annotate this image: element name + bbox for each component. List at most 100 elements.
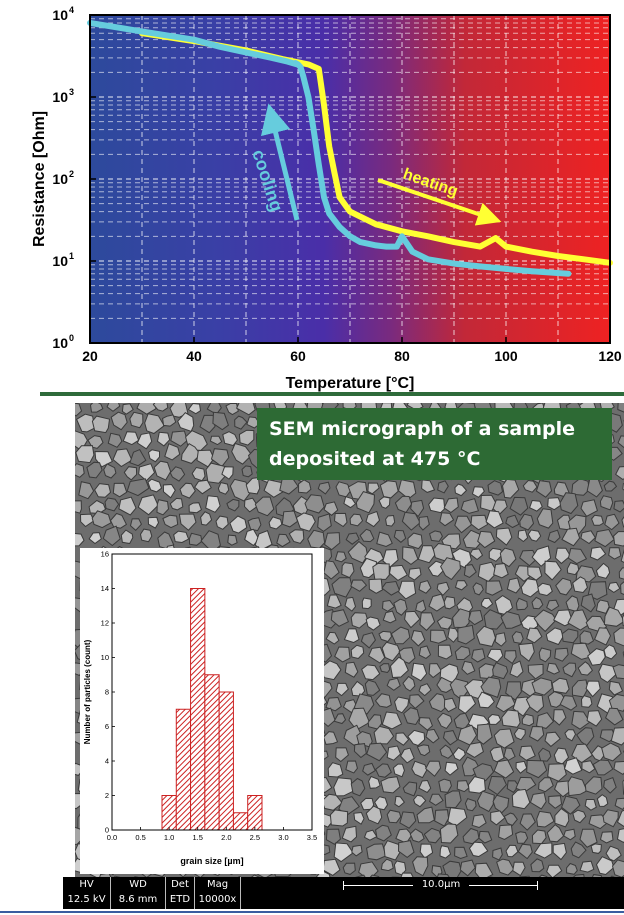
sem-grain bbox=[492, 794, 510, 814]
sem-grain bbox=[618, 567, 624, 580]
sem-grain bbox=[496, 858, 515, 876]
x-tick-label: 100 bbox=[494, 348, 518, 364]
sem-grain bbox=[444, 790, 462, 809]
sem-grain bbox=[522, 479, 538, 493]
sem-grain bbox=[533, 609, 557, 633]
sem-grain bbox=[515, 831, 529, 844]
sem-grain bbox=[374, 796, 389, 811]
sem-grain bbox=[408, 567, 422, 581]
scale-bar-left-tick bbox=[343, 881, 344, 890]
sem-grain bbox=[380, 858, 394, 872]
y-axis-label: Resistance [Ohm] bbox=[31, 111, 48, 247]
sem-grain bbox=[591, 514, 604, 526]
sem-grain bbox=[350, 680, 366, 697]
sem-grain bbox=[162, 514, 179, 529]
y-tick-exponent: 4 bbox=[69, 5, 74, 15]
sem-grain bbox=[409, 694, 425, 710]
sem-grain bbox=[587, 581, 608, 600]
sem-grain bbox=[492, 499, 508, 516]
sem-grain bbox=[472, 582, 484, 596]
sem-grain bbox=[234, 415, 248, 430]
histogram-svg: 0.0 0.5 1.0 1.5 2.0 2.5 3.0 3.5 0 2 4 6 8 10 12 14 16 gr… bbox=[83, 550, 317, 867]
sem-grain bbox=[454, 515, 473, 534]
sem-grain bbox=[372, 562, 390, 580]
sem-grain bbox=[564, 729, 577, 742]
y-tick-label: 10 bbox=[52, 7, 68, 23]
sem-grain bbox=[423, 827, 442, 844]
sem-grain bbox=[407, 729, 426, 747]
sem-grain bbox=[494, 632, 507, 647]
sem-grain bbox=[333, 777, 354, 797]
sem-grain bbox=[620, 581, 624, 596]
sem-grain bbox=[375, 824, 392, 842]
sem-grain bbox=[368, 646, 386, 664]
sem-grain bbox=[394, 696, 410, 714]
sem-grain bbox=[395, 732, 410, 746]
sem-grain bbox=[188, 502, 203, 514]
sem-grain bbox=[342, 862, 356, 875]
sem-grain bbox=[586, 710, 603, 727]
sem-grain bbox=[567, 609, 590, 631]
sem-grain bbox=[617, 435, 624, 449]
sem-grain bbox=[358, 861, 379, 877]
histogram-x-tick-label: 1.0 bbox=[164, 833, 174, 842]
sem-grain bbox=[341, 825, 358, 843]
sem-grain bbox=[373, 725, 395, 745]
sem-grain bbox=[418, 580, 432, 594]
sem-grain bbox=[579, 828, 598, 848]
det-value: ETD bbox=[169, 894, 191, 905]
sem-grain bbox=[538, 647, 552, 663]
sem-grain bbox=[547, 529, 561, 544]
hv-value: 12.5 kV bbox=[67, 894, 106, 905]
sem-grain bbox=[554, 807, 570, 828]
sem-grain bbox=[402, 546, 419, 566]
sem-grain bbox=[521, 713, 535, 727]
sem-grain bbox=[404, 610, 421, 629]
sem-grain bbox=[443, 497, 459, 514]
sem-grain bbox=[401, 511, 421, 531]
sem-grain bbox=[399, 811, 417, 829]
sem-grain bbox=[571, 679, 589, 698]
sem-grain bbox=[515, 760, 528, 774]
sem-grain bbox=[500, 611, 522, 629]
sem-grain bbox=[439, 845, 452, 859]
sem-grain bbox=[447, 807, 468, 827]
sem-grain bbox=[237, 875, 242, 877]
sem-grain bbox=[153, 460, 172, 481]
sem-grain bbox=[75, 500, 82, 514]
sem-grain bbox=[587, 648, 606, 666]
sem-grain bbox=[75, 403, 83, 417]
mag-value: 10000x bbox=[198, 894, 237, 905]
sem-grain bbox=[245, 477, 261, 495]
sem-grain bbox=[188, 532, 203, 546]
sem-grain bbox=[429, 530, 443, 542]
sem-grain bbox=[235, 403, 256, 416]
mag-label: Mag bbox=[206, 879, 229, 890]
sem-grain bbox=[331, 577, 353, 598]
sem-grain bbox=[169, 466, 186, 482]
sem-grain bbox=[231, 442, 253, 465]
histogram-y-label: Number of particles (count) bbox=[83, 639, 92, 744]
sem-grain bbox=[617, 403, 624, 413]
sem-grain bbox=[389, 656, 409, 679]
sem-grain bbox=[75, 445, 95, 464]
histogram-x-tick-label: 3.0 bbox=[278, 833, 288, 842]
sem-grain bbox=[444, 761, 459, 776]
sem-grain bbox=[386, 745, 402, 761]
sem-grain bbox=[567, 776, 588, 797]
sem-grain bbox=[487, 775, 507, 796]
sem-grain bbox=[544, 560, 562, 581]
sem-grain bbox=[418, 779, 432, 794]
sem-grain bbox=[608, 547, 622, 560]
sem-grain bbox=[478, 830, 493, 844]
x-axis-label: Temperature [°C] bbox=[286, 375, 415, 392]
sem-grain bbox=[344, 661, 359, 678]
sem-grain bbox=[209, 435, 223, 446]
sem-grain bbox=[447, 627, 460, 643]
sem-grain bbox=[79, 513, 95, 528]
sem-grain bbox=[526, 627, 543, 644]
sem-grain bbox=[605, 845, 622, 862]
wd-value: 8.6 mm bbox=[118, 894, 158, 905]
sem-grain bbox=[464, 797, 477, 812]
